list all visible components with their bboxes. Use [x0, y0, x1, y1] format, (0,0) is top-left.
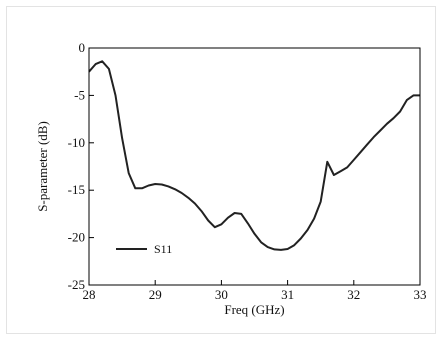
plot-area-border [88, 47, 421, 286]
y-tick-label--20: -20 [68, 230, 85, 245]
y-tick-label--5: -5 [74, 87, 85, 102]
x-axis-title: Freq (GHz) [224, 302, 284, 317]
series-s11-line [88, 60, 420, 251]
legend: S11 [116, 242, 172, 256]
legend-label-s11: S11 [154, 242, 172, 256]
chart-frame [6, 6, 436, 334]
x-ticks [88, 280, 421, 285]
y-ticks [89, 47, 94, 286]
x-tick-label-32: 32 [347, 287, 360, 302]
x-tick-label-28: 28 [83, 287, 96, 302]
y-tick-labels: 0 -5 -10 -15 -20 -25 [68, 40, 85, 292]
x-tick-label-31: 31 [281, 287, 294, 302]
y-tick-label--25: -25 [68, 277, 85, 292]
y-tick-label-0: 0 [79, 40, 86, 55]
y-tick-label--10: -10 [68, 135, 85, 150]
x-tick-label-30: 30 [215, 287, 228, 302]
x-tick-labels: 28 29 30 31 32 33 [83, 287, 427, 302]
x-tick-label-33: 33 [414, 287, 427, 302]
y-tick-label--15: -15 [68, 182, 85, 197]
y-axis-title: S-parameter (dB) [35, 121, 50, 212]
x-tick-label-29: 29 [149, 287, 162, 302]
